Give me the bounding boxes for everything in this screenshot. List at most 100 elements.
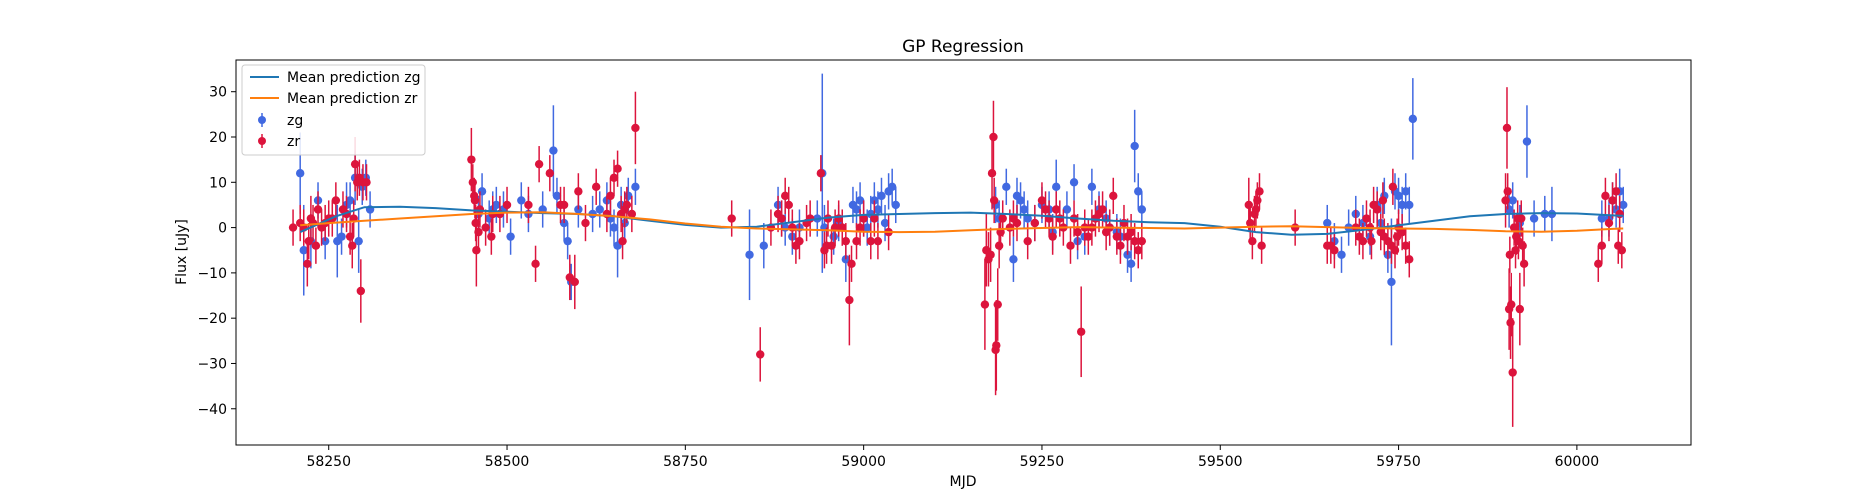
x-tick-label: 59500 xyxy=(1198,454,1243,470)
data-point xyxy=(880,218,890,228)
x-tick-label: 59750 xyxy=(1376,454,1421,470)
data-point xyxy=(627,209,637,219)
data-point xyxy=(331,196,341,205)
data-point xyxy=(1597,241,1607,250)
data-point xyxy=(1608,196,1617,205)
data-point xyxy=(1518,241,1527,250)
data-point xyxy=(475,205,485,214)
x-tick-label: 60000 xyxy=(1555,454,1600,470)
x-axis: 58250 58500 58750 59000 59250 59500 59750 60000 xyxy=(306,445,1599,470)
legend-swatch-zg xyxy=(258,113,266,127)
x-tick-label: 58500 xyxy=(485,454,530,470)
data-point xyxy=(993,300,1002,309)
data-point xyxy=(1126,259,1136,269)
data-point xyxy=(1372,205,1382,214)
data-point xyxy=(1508,196,1517,205)
data-point xyxy=(873,236,883,246)
data-point xyxy=(345,196,355,205)
data-point xyxy=(838,223,847,232)
data-point xyxy=(299,246,308,255)
data-point xyxy=(1052,182,1061,192)
data-point xyxy=(877,191,886,201)
data-point xyxy=(852,236,861,246)
data-point xyxy=(756,350,765,359)
data-point xyxy=(1030,218,1040,228)
data-point xyxy=(1002,182,1011,192)
data-point xyxy=(559,200,569,210)
legend-label-mean-zg: Mean prediction zg xyxy=(287,70,421,86)
data-point xyxy=(1130,236,1139,246)
data-point xyxy=(866,236,875,246)
data-point xyxy=(487,232,496,241)
data-point xyxy=(986,250,995,259)
data-point xyxy=(1397,200,1407,210)
data-point xyxy=(829,232,838,241)
data-point xyxy=(852,205,861,214)
data-point xyxy=(1508,368,1517,377)
legend: Mean prediction zg Mean prediction zr zg… xyxy=(241,64,426,156)
data-point xyxy=(545,169,555,178)
data-point xyxy=(1116,241,1125,250)
data-point xyxy=(517,196,526,205)
data-point xyxy=(481,223,490,232)
data-point xyxy=(1019,205,1029,214)
data-point xyxy=(534,159,544,169)
series-zr xyxy=(288,87,1627,427)
data-point xyxy=(863,223,872,232)
y-tick-label: 10 xyxy=(209,175,227,191)
data-point xyxy=(994,241,1004,250)
data-point xyxy=(1405,255,1414,264)
data-point xyxy=(474,227,483,237)
data-point xyxy=(827,241,836,250)
data-point xyxy=(980,300,990,309)
data-point xyxy=(1134,246,1143,255)
data-point xyxy=(887,182,897,192)
data-point xyxy=(1248,236,1257,246)
series-zg xyxy=(295,73,1628,346)
data-point xyxy=(288,223,298,232)
data-point xyxy=(870,214,879,223)
data-point xyxy=(759,241,768,250)
data-point xyxy=(1069,178,1079,187)
data-point xyxy=(1255,187,1264,196)
x-tick-label: 59250 xyxy=(1020,454,1065,470)
data-point xyxy=(816,169,826,178)
data-point xyxy=(1505,250,1515,259)
legend-label-mean-zr: Mean prediction zr xyxy=(287,91,418,107)
legend-label-zg: zg xyxy=(287,113,303,129)
data-point xyxy=(1611,187,1621,196)
data-point xyxy=(855,196,865,205)
data-point xyxy=(1515,304,1525,314)
data-point xyxy=(1394,191,1403,201)
data-point xyxy=(1401,187,1410,196)
data-point xyxy=(1358,236,1368,246)
x-tick-label: 58750 xyxy=(663,454,708,470)
y-axis: −40 −30 −20 −10 0 10 20 30 xyxy=(197,85,236,418)
data-point xyxy=(1378,196,1388,205)
data-point xyxy=(1023,214,1032,223)
data-point xyxy=(613,164,622,173)
data-point xyxy=(1016,196,1025,205)
data-point xyxy=(524,200,533,210)
data-point xyxy=(1066,241,1075,250)
data-point xyxy=(1037,196,1047,205)
data-point xyxy=(1408,114,1418,124)
data-point xyxy=(311,241,321,250)
y-tick-label: −10 xyxy=(197,266,227,282)
y-tick-label: −30 xyxy=(197,356,227,372)
data-point xyxy=(873,205,883,214)
data-point xyxy=(337,232,346,241)
legend-label-zr: zr xyxy=(287,134,300,150)
data-point xyxy=(1397,227,1407,237)
data-point xyxy=(1388,182,1398,192)
data-point xyxy=(891,200,900,210)
data-point xyxy=(1594,259,1603,269)
data-point xyxy=(855,223,865,232)
data-point xyxy=(1134,187,1143,196)
data-point xyxy=(502,200,512,210)
data-point xyxy=(1137,205,1147,214)
data-point xyxy=(847,259,856,269)
data-point xyxy=(777,214,786,223)
